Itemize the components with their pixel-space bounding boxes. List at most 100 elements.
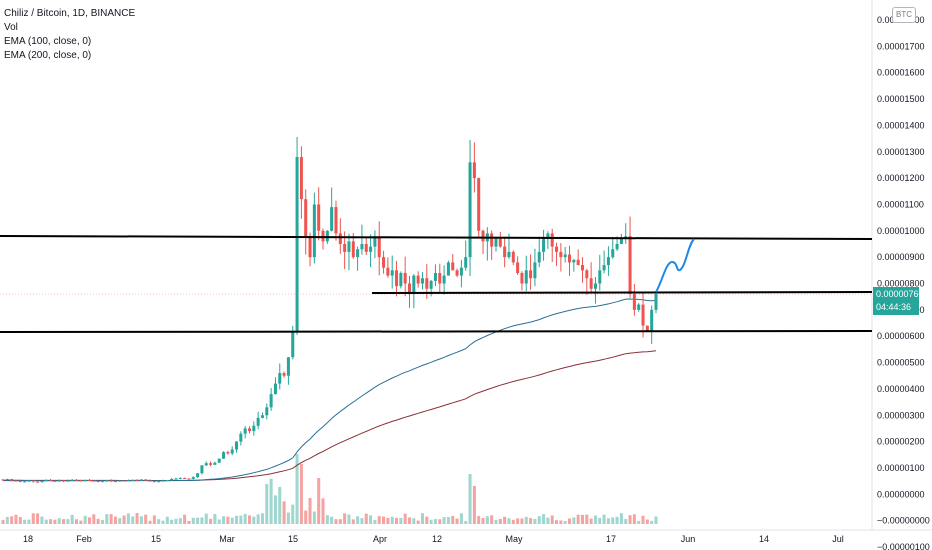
volume-bar xyxy=(144,514,148,524)
volume-bar xyxy=(135,513,139,524)
candle-body xyxy=(135,479,139,481)
volume-bar xyxy=(44,519,48,524)
volume-legend[interactable]: Vol xyxy=(4,22,18,33)
volume-bars xyxy=(1,454,658,524)
volume-bar xyxy=(373,519,377,524)
volume-bar xyxy=(546,517,550,524)
candle-body xyxy=(390,270,394,276)
volume-bar xyxy=(576,514,580,524)
candle-body xyxy=(619,238,623,244)
candle-body xyxy=(572,259,576,263)
candle-body xyxy=(66,480,70,482)
candle-body xyxy=(364,243,368,252)
volume-bar xyxy=(455,518,459,524)
volume-bar xyxy=(416,520,420,524)
candle-body xyxy=(165,480,169,482)
volume-bar xyxy=(308,497,312,524)
candle-body xyxy=(10,479,14,481)
candle-body xyxy=(446,262,450,276)
candle-body xyxy=(126,480,130,482)
price-tick-label: 0.00001700 xyxy=(877,41,925,51)
candle-body xyxy=(196,473,200,478)
price-tick-label: 0.00000600 xyxy=(877,331,925,341)
price-tick-label: 0.00000200 xyxy=(877,437,925,447)
candle-body xyxy=(191,477,195,480)
candle-body xyxy=(53,480,57,482)
price-tick-label: 0.00000100 xyxy=(877,463,925,473)
candle-body xyxy=(589,278,593,289)
volume-bar xyxy=(593,515,597,524)
candle-body xyxy=(537,251,541,263)
candle-body xyxy=(533,262,537,279)
candle-body xyxy=(516,262,520,273)
candle-body xyxy=(507,251,511,258)
candle-body xyxy=(96,481,100,483)
volume-bar xyxy=(485,516,489,524)
candle-body xyxy=(650,309,654,331)
volume-bar xyxy=(230,517,234,524)
candle-body xyxy=(338,233,342,244)
price-tick-label: 0.00001200 xyxy=(877,173,925,183)
volume-bar xyxy=(256,514,260,524)
candle-body xyxy=(593,283,597,289)
candle-body xyxy=(382,257,386,268)
volume-bar xyxy=(338,519,342,524)
candle-body xyxy=(70,479,74,481)
price-tick-label: 0.00001400 xyxy=(877,120,925,130)
candle-body xyxy=(490,233,494,247)
volume-bar xyxy=(360,518,364,524)
candle-body xyxy=(416,275,420,284)
volume-bar xyxy=(377,516,381,524)
candle-body xyxy=(559,251,563,258)
date-tick-label: Mar xyxy=(219,534,235,544)
volume-bar xyxy=(567,518,572,524)
trend-lines[interactable] xyxy=(0,235,873,333)
candle-body xyxy=(265,407,269,416)
time-axis[interactable]: 18 Feb 15 Mar 15 Apr 12 May 17 Jun 14 Jul xyxy=(23,534,844,544)
volume-bar xyxy=(542,514,546,524)
volume-bar xyxy=(395,517,399,524)
ema-200-legend[interactable]: EMA (200, close, 0) xyxy=(4,50,92,61)
volume-bar xyxy=(217,519,221,524)
volume-bar xyxy=(278,486,282,524)
volume-bar xyxy=(304,510,308,524)
volume-bar xyxy=(511,519,515,524)
volume-bar xyxy=(364,513,368,524)
candle-body xyxy=(269,394,273,408)
volume-bar xyxy=(161,520,165,524)
candle-body xyxy=(308,236,312,258)
candle-body xyxy=(334,207,338,234)
candle-body xyxy=(373,236,377,247)
candle-body xyxy=(438,272,442,284)
candle-body xyxy=(494,238,498,247)
volume-bar xyxy=(425,516,429,524)
volume-bar xyxy=(386,517,390,524)
volume-bar xyxy=(273,495,277,524)
volume-bar xyxy=(23,519,27,524)
candle-body xyxy=(503,246,507,258)
volume-bar xyxy=(420,513,424,524)
date-tick-label: 12 xyxy=(432,534,442,544)
volume-bar xyxy=(126,513,130,524)
volume-bar xyxy=(403,513,407,524)
volume-bar xyxy=(468,474,472,524)
candle-body xyxy=(459,267,463,276)
volume-bar xyxy=(637,520,641,524)
volume-bar xyxy=(122,515,126,524)
price-tick-label: 0.00000300 xyxy=(877,410,925,420)
currency-badge[interactable]: BTC xyxy=(892,7,916,23)
candle-body xyxy=(226,452,230,454)
volume-bar xyxy=(27,519,31,524)
candle-body xyxy=(222,452,226,459)
volume-bar xyxy=(66,519,70,524)
symbol-title[interactable]: Chiliz / Bitcoin, 1D, BINANCE xyxy=(4,8,136,19)
volume-bar xyxy=(347,514,351,524)
volume-bar xyxy=(369,515,373,524)
date-tick-label: Jun xyxy=(681,534,696,544)
volume-bar xyxy=(62,519,66,524)
ema-100-legend[interactable]: EMA (100, close, 0) xyxy=(4,36,92,47)
volume-bar xyxy=(57,518,61,524)
price-axis[interactable]: 0.000018000.000017000.000016000.00001500… xyxy=(877,15,930,550)
volume-bar xyxy=(520,518,524,524)
